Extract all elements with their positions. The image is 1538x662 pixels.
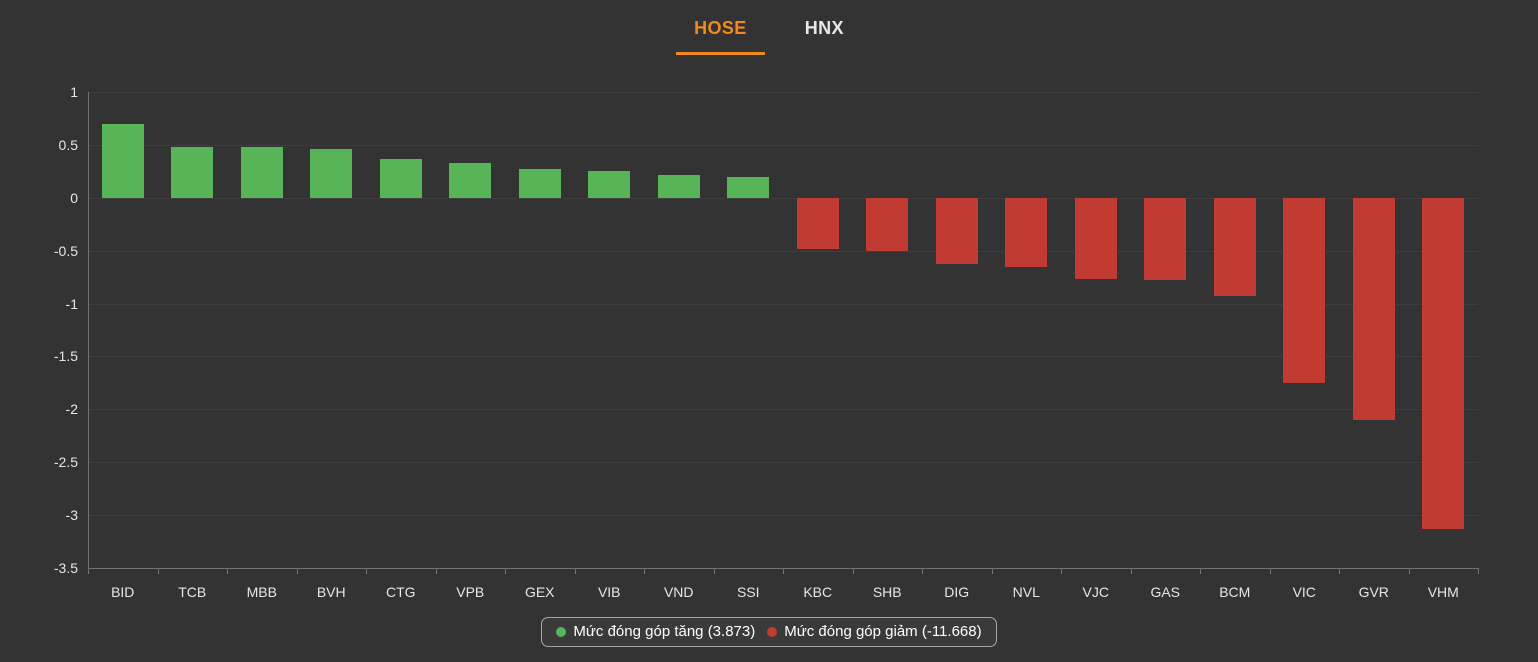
chart-bar-dig[interactable] xyxy=(935,197,978,265)
chart-bar-gvr[interactable] xyxy=(1352,197,1395,420)
gridline xyxy=(88,92,1478,93)
chart-bar-vnd[interactable] xyxy=(657,174,700,198)
x-axis-label: KBC xyxy=(803,584,833,600)
y-axis-label: -1.5 xyxy=(53,348,78,365)
x-axis-label: VIB xyxy=(597,584,621,600)
x-axis-label: VND xyxy=(663,584,694,600)
y-axis-label: -0.5 xyxy=(53,242,78,259)
y-axis-label: 1 xyxy=(70,84,78,100)
chart-bar-tcb[interactable] xyxy=(171,147,214,198)
x-axis-tick xyxy=(435,568,437,574)
x-axis-label: GEX xyxy=(524,584,555,600)
x-axis-label: VIC xyxy=(1292,584,1316,600)
y-axis-label: -3.5 xyxy=(53,560,78,576)
chart-bar-vhm[interactable] xyxy=(1422,197,1465,529)
y-axis-label: -2.5 xyxy=(53,454,78,471)
x-axis-tick xyxy=(1200,568,1201,574)
chart-bar-ssi[interactable] xyxy=(727,176,770,198)
chart-bar-gas[interactable] xyxy=(1144,197,1187,281)
tab-hose[interactable]: HOSE xyxy=(676,12,765,55)
x-axis-tick xyxy=(366,568,367,574)
chart-bar-shb[interactable] xyxy=(866,197,909,251)
gridline xyxy=(88,303,1478,305)
x-axis-tick xyxy=(296,568,298,574)
exchange-tab-bar: HOSE HNX xyxy=(0,12,1538,55)
x-axis-label: GAS xyxy=(1150,584,1181,600)
x-axis-label: TCB xyxy=(178,584,207,600)
y-axis-label: -1 xyxy=(65,295,78,312)
y-axis-label: 0.5 xyxy=(58,136,78,153)
x-axis-tick xyxy=(852,568,854,574)
y-axis-label: 0 xyxy=(70,189,78,206)
x-axis-label: DIG xyxy=(944,584,970,600)
chart-bar-bid[interactable] xyxy=(101,123,144,198)
legend-dot-negative-icon xyxy=(767,626,778,637)
x-axis-tick xyxy=(713,568,715,574)
x-axis-label: BID xyxy=(111,584,135,600)
x-axis-label: VHM xyxy=(1427,584,1459,600)
gridline xyxy=(88,462,1478,464)
x-axis-tick xyxy=(922,568,923,574)
chart-bar-gex[interactable] xyxy=(518,169,561,198)
x-axis-label: BCM xyxy=(1219,584,1251,600)
chart-bar-vpb[interactable] xyxy=(449,162,492,198)
x-axis-tick xyxy=(157,568,159,574)
x-axis-label: CTG xyxy=(385,584,416,600)
x-axis-tick xyxy=(1269,568,1271,574)
gridline xyxy=(88,250,1478,252)
x-axis-tick xyxy=(1339,568,1340,574)
x-axis-tick xyxy=(783,568,784,574)
chart-bar-ctg[interactable] xyxy=(379,158,422,198)
x-axis-tick xyxy=(574,568,576,574)
x-axis-label: SHB xyxy=(872,584,902,600)
legend-item-negative[interactable]: Mức đóng góp giảm (-11.668) xyxy=(767,623,982,640)
chart-bar-bcm[interactable] xyxy=(1213,197,1256,297)
x-axis-tick xyxy=(88,568,89,574)
x-axis-tick xyxy=(1130,568,1132,574)
x-axis-label: BVH xyxy=(316,584,346,600)
y-axis-line xyxy=(88,92,89,568)
tab-hnx[interactable]: HNX xyxy=(804,18,844,38)
x-axis-label: MBB xyxy=(246,584,277,600)
y-axis-label: -3 xyxy=(65,507,78,524)
x-axis-tick xyxy=(1478,568,1479,574)
gridline xyxy=(88,356,1478,358)
x-axis-tick xyxy=(227,568,228,574)
x-axis-label: GVR xyxy=(1358,584,1389,600)
legend-label-positive: Mức đóng góp tăng (3.873) xyxy=(573,623,756,640)
chart-bar-vib[interactable] xyxy=(588,171,631,198)
gridline xyxy=(88,197,1478,199)
gridline xyxy=(88,144,1478,146)
chart-bar-kbc[interactable] xyxy=(796,197,839,249)
y-axis-label: -2 xyxy=(65,401,78,418)
legend-item-positive[interactable]: Mức đóng góp tăng (3.873) xyxy=(556,623,755,640)
chart-bar-vjc[interactable] xyxy=(1074,197,1117,280)
chart-legend: Mức đóng góp tăng (3.873) Mức đóng góp g… xyxy=(0,617,1538,647)
chart-bar-mbb[interactable] xyxy=(240,147,283,198)
x-axis-tick xyxy=(1061,568,1062,574)
x-axis-tick xyxy=(505,568,506,574)
gridline xyxy=(88,409,1478,411)
x-axis-label: VJC xyxy=(1082,584,1109,600)
x-axis-tick xyxy=(991,568,993,574)
gridline xyxy=(88,515,1478,517)
chart-bar-nvl[interactable] xyxy=(1005,197,1048,267)
chart-bar-bvh[interactable] xyxy=(310,149,353,198)
legend-dot-positive-icon xyxy=(556,626,567,637)
legend-box: Mức đóng góp tăng (3.873) Mức đóng góp g… xyxy=(541,617,997,647)
chart-bar-vic[interactable] xyxy=(1283,197,1326,383)
legend-label-negative: Mức đóng góp giảm (-11.668) xyxy=(784,623,982,640)
x-axis-label: VPB xyxy=(456,584,485,600)
x-axis-tick xyxy=(644,568,645,574)
x-axis-tick xyxy=(1408,568,1410,574)
x-axis-label: SSI xyxy=(736,584,760,600)
x-axis-label: NVL xyxy=(1012,584,1040,600)
